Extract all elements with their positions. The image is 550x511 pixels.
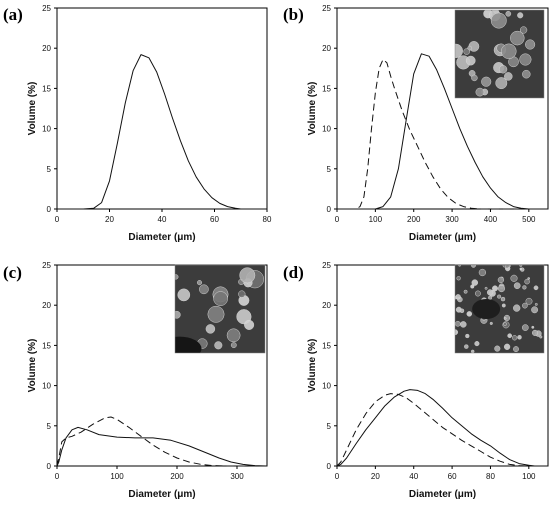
y-tick-label: 20 [42, 44, 51, 53]
y-tick-label: 20 [322, 301, 331, 310]
y-tick-label: 25 [42, 261, 51, 270]
y-axis-title: Volume (%) [27, 82, 38, 136]
x-axis-title: Diameter (μm) [128, 489, 195, 500]
plot-frame [336, 264, 549, 467]
y-axis-title: Volume (%) [307, 339, 318, 393]
panel-label: (b) [283, 5, 304, 24]
x-tick-label: 40 [158, 215, 167, 224]
x-tick-label: 200 [170, 472, 184, 481]
y-tick-label: 10 [42, 125, 51, 134]
y-tick-label: 20 [322, 44, 331, 53]
y-tick-label: 5 [327, 422, 332, 431]
x-axis-title: Diameter (μm) [128, 232, 195, 243]
x-tick-label: 300 [230, 472, 244, 481]
series-line-dashed [337, 59, 548, 210]
x-tick-label: 0 [335, 472, 340, 481]
y-tick-label: 0 [47, 205, 52, 214]
panel-label: (c) [3, 263, 22, 282]
panel-label: (a) [3, 5, 23, 24]
x-tick-label: 20 [371, 472, 380, 481]
y-tick-label: 10 [322, 382, 331, 391]
x-tick-label: 0 [55, 472, 60, 481]
series-line-solid [336, 389, 548, 467]
x-tick-label: 60 [448, 472, 457, 481]
chart-panel: (b) 0 100 200 300 400 500 0 5 10 15 20 25 Diameter (μ… [283, 4, 549, 243]
x-tick-label: 100 [522, 472, 536, 481]
series-line-solid [337, 53, 548, 210]
y-tick-label: 10 [42, 382, 51, 391]
chart-panel: (a) 0 20 40 60 80 0 5 10 15 20 25 Diameter (μm) Volum… [3, 4, 272, 243]
x-tick-label: 40 [409, 472, 418, 481]
plot-frame [336, 7, 549, 210]
x-tick-label: 500 [522, 215, 536, 224]
y-tick-label: 10 [322, 125, 331, 134]
x-tick-label: 200 [407, 215, 421, 224]
chart-panel: (c) 0 100 200 300 0 5 10 15 20 25 Diameter (μm) Volu… [3, 261, 268, 500]
x-tick-label: 60 [210, 215, 219, 224]
y-tick-label: 25 [322, 4, 331, 13]
y-tick-label: 0 [47, 462, 52, 471]
y-tick-label: 5 [47, 165, 52, 174]
x-tick-label: 0 [335, 215, 340, 224]
x-tick-label: 0 [55, 215, 60, 224]
y-tick-label: 20 [42, 301, 51, 310]
x-tick-label: 300 [445, 215, 459, 224]
y-tick-label: 25 [322, 261, 331, 270]
y-tick-label: 15 [322, 341, 331, 350]
plot-frame [56, 264, 268, 467]
x-tick-label: 100 [110, 472, 124, 481]
chart-panel: (d) 0 20 40 60 80 100 0 5 10 15 20 25 Diameter (μm) Vo… [283, 261, 549, 500]
panel-label: (d) [283, 263, 304, 282]
y-tick-label: 5 [47, 422, 52, 431]
x-tick-label: 400 [484, 215, 498, 224]
series-line-solid [56, 426, 268, 467]
y-axis-title: Volume (%) [307, 82, 318, 136]
series-line-dashed [56, 416, 267, 467]
y-tick-label: 25 [42, 4, 51, 13]
series-line-solid [57, 54, 267, 210]
x-tick-label: 20 [105, 215, 114, 224]
y-tick-label: 0 [327, 462, 332, 471]
series-line-dashed [336, 393, 548, 467]
y-tick-label: 5 [327, 165, 332, 174]
sem-inset-image [454, 264, 545, 354]
x-tick-label: 80 [486, 472, 495, 481]
y-tick-label: 0 [327, 205, 332, 214]
sem-inset-image [454, 9, 545, 99]
y-tick-label: 15 [42, 341, 51, 350]
y-tick-label: 15 [42, 84, 51, 93]
x-tick-label: 100 [369, 215, 383, 224]
sem-inset-image [174, 264, 266, 354]
x-axis-title: Diameter (μm) [409, 232, 476, 243]
y-axis-title: Volume (%) [27, 339, 38, 393]
y-tick-label: 15 [322, 84, 331, 93]
x-tick-label: 80 [263, 215, 272, 224]
plot-frame [56, 7, 268, 210]
x-axis-title: Diameter (μm) [409, 489, 476, 500]
